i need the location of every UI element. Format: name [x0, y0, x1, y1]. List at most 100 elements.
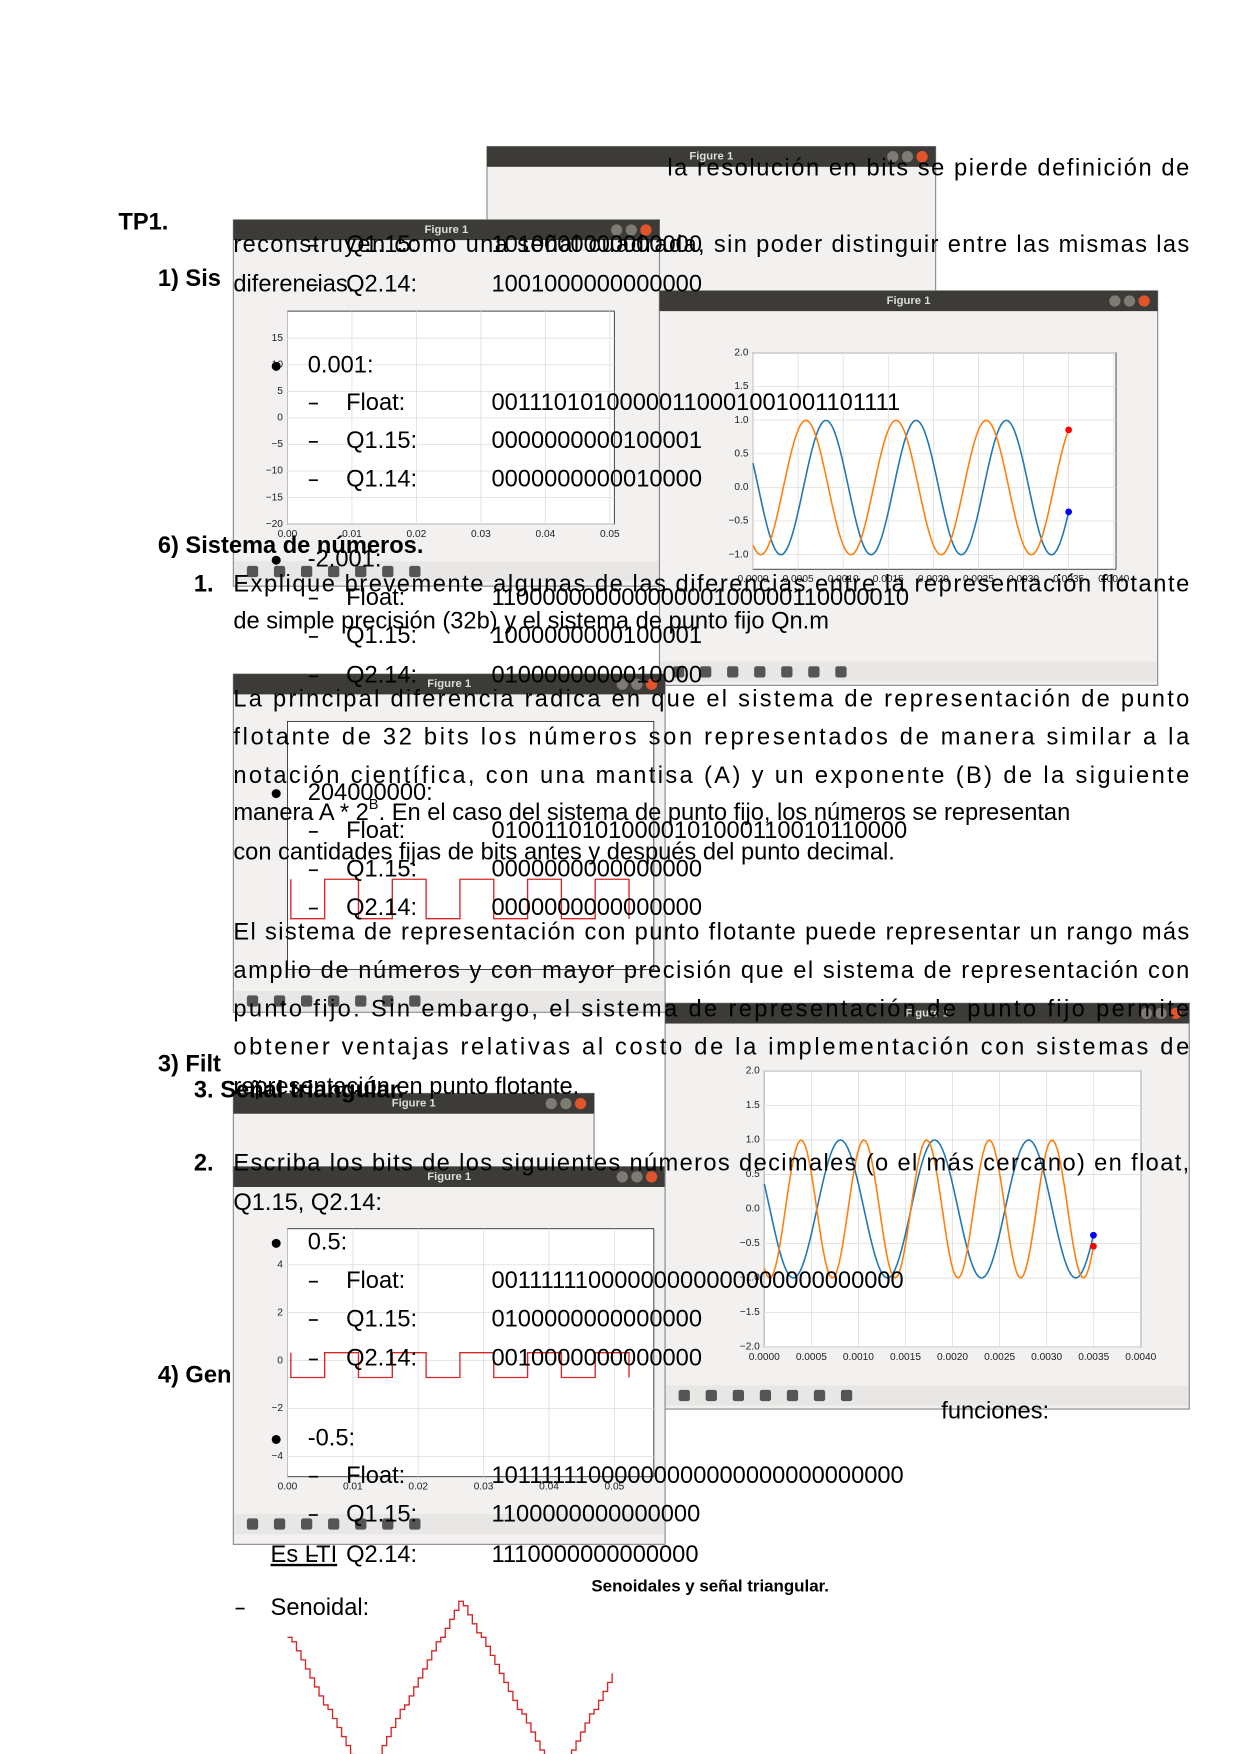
toolbar-icon — [273, 565, 286, 578]
x-tick-label: 0.05 — [600, 529, 620, 540]
x-tick-label: 0.0020 — [937, 1352, 968, 1363]
title-bar — [659, 290, 1158, 312]
text-line: Q2.14: — [346, 1346, 417, 1372]
text-line: Q1.15: — [346, 428, 417, 454]
x-tick-label: 0.02 — [407, 529, 427, 540]
text-line: 1010000000000000 — [491, 232, 702, 258]
x-tick-label: 0.0000 — [749, 1352, 780, 1363]
window-button — [545, 1097, 557, 1110]
text-line: La principal diferencia radica en que el… — [233, 686, 1189, 712]
bullet — [271, 789, 281, 799]
text-line: de simple precisión (32b) y el sistema d… — [233, 608, 829, 634]
text-line: 0010000000000000 — [491, 1346, 702, 1372]
text-line: 0.001: — [308, 353, 374, 379]
toolbar-icon — [759, 1389, 772, 1402]
y-tick-label: 0.0 — [746, 1204, 760, 1215]
x-tick-label: 0.0040 — [1098, 574, 1129, 585]
text-line: 1) Sis — [158, 266, 221, 292]
x-tick-label: 0.03 — [471, 529, 491, 540]
text-line: funciones: — [941, 1399, 1049, 1425]
window-button — [616, 678, 628, 690]
text-line: 11000000000000000100000110000010 — [491, 585, 909, 611]
x-tick-label: 0.05 — [605, 1482, 625, 1493]
window-button — [574, 1097, 587, 1110]
x-tick-label: 0.0005 — [783, 574, 814, 585]
y-tick-label: 15 — [272, 333, 284, 344]
window-title: Figure 1 — [392, 1098, 436, 1110]
text-line: Q1.15: — [346, 1306, 417, 1332]
text-line: El sistema de representación con punto f… — [233, 920, 1189, 946]
toolbar-icon — [727, 666, 739, 678]
y-tick-label: −0.5 — [729, 516, 749, 527]
y-tick-label: 1.0 — [734, 415, 748, 426]
window-title: Figure 1 — [689, 151, 733, 163]
toolbar — [234, 990, 664, 1012]
window-button — [625, 224, 637, 236]
text-line: 0100000000000000 — [491, 1306, 702, 1332]
toolbar-icon — [300, 1518, 313, 1530]
y-tick-label: −2.0 — [740, 1342, 760, 1353]
y-tick-label: 2.0 — [734, 348, 748, 359]
text-line: amplio de números y con mayor precisión … — [233, 958, 1189, 984]
x-tick-label: 0.01 — [343, 1482, 363, 1493]
y-tick-label: −5 — [271, 439, 283, 450]
y-tick-label: −20 — [266, 519, 284, 530]
text-line: 0100000000010000 — [491, 663, 702, 689]
text-line: -0.5: — [308, 1426, 355, 1452]
y-tick-label: 0.5 — [734, 448, 748, 459]
text-line: TP1. — [118, 209, 168, 235]
y-tick-label: 2 — [277, 1307, 283, 1318]
window-title: Figure 1 — [905, 1007, 949, 1019]
x-tick-label: 0.04 — [539, 1482, 559, 1493]
x-tick-label: 0.04 — [536, 529, 556, 540]
window-title: Figure 1 — [427, 678, 471, 690]
x-tick-label: 0.00 — [278, 1482, 298, 1493]
toolbar-icon — [409, 565, 421, 578]
x-tick-label: 0.0015 — [890, 1352, 921, 1363]
title-bar — [233, 1166, 666, 1187]
text-line: 0000000000100001 — [491, 428, 702, 454]
x-tick-label: 0.0000 — [738, 574, 769, 585]
text-line: 0000000000000000 — [491, 895, 702, 921]
toolbar-icon — [700, 666, 712, 678]
toolbar-icon — [246, 995, 259, 1007]
end-point — [1065, 426, 1073, 434]
y-tick-label: −15 — [266, 492, 284, 503]
signal-curve — [752, 419, 1070, 556]
text-line: Q2.14: — [346, 663, 417, 689]
text-line: Q1.15, Q2.14: — [233, 1190, 382, 1216]
window-button — [560, 1097, 572, 1110]
toolbar — [666, 1385, 1189, 1406]
end-point — [1065, 508, 1073, 516]
toolbar-icon — [355, 1518, 367, 1530]
y-tick-label: 2.0 — [746, 1066, 760, 1077]
x-tick-label: 0.0020 — [918, 574, 949, 585]
window-button — [616, 1171, 628, 1183]
window-button — [1109, 295, 1121, 307]
window-button — [1170, 1007, 1182, 1020]
window-button — [610, 224, 623, 236]
toolbar-icon — [409, 1518, 421, 1530]
caption: Senoidales y señal triangular. — [591, 1577, 829, 1596]
text-span: . En el caso del sistema de punto fijo, … — [379, 800, 1071, 826]
toolbar-icon — [300, 565, 313, 578]
y-tick-label: 1.5 — [746, 1100, 760, 1111]
text-line: 1001000000000000 — [491, 271, 702, 297]
text-line: 1110000000000000 — [491, 1542, 698, 1568]
title-bar — [233, 674, 666, 695]
bullet — [271, 1238, 281, 1248]
x-tick-label: 0.0030 — [1031, 1352, 1062, 1363]
window-title: Figure 1 — [424, 224, 468, 236]
window-button — [645, 678, 658, 690]
text-line: 3. Señal triangular. — [194, 1077, 404, 1103]
text-line: 4) Gen — [158, 1363, 232, 1389]
text-line: Q1.15: — [346, 856, 417, 882]
text-line: representación en punto flotante. — [233, 1074, 579, 1100]
text-line: 01001101010000101000110010110000 — [491, 818, 907, 844]
x-tick-label: 0.02 — [408, 1482, 428, 1493]
text-line: Q1.14: — [346, 466, 417, 492]
window-title: Figure 1 — [887, 295, 931, 307]
text-line: manera A * 2B. En el caso del sistema de… — [233, 797, 1070, 826]
toolbar — [234, 561, 659, 582]
